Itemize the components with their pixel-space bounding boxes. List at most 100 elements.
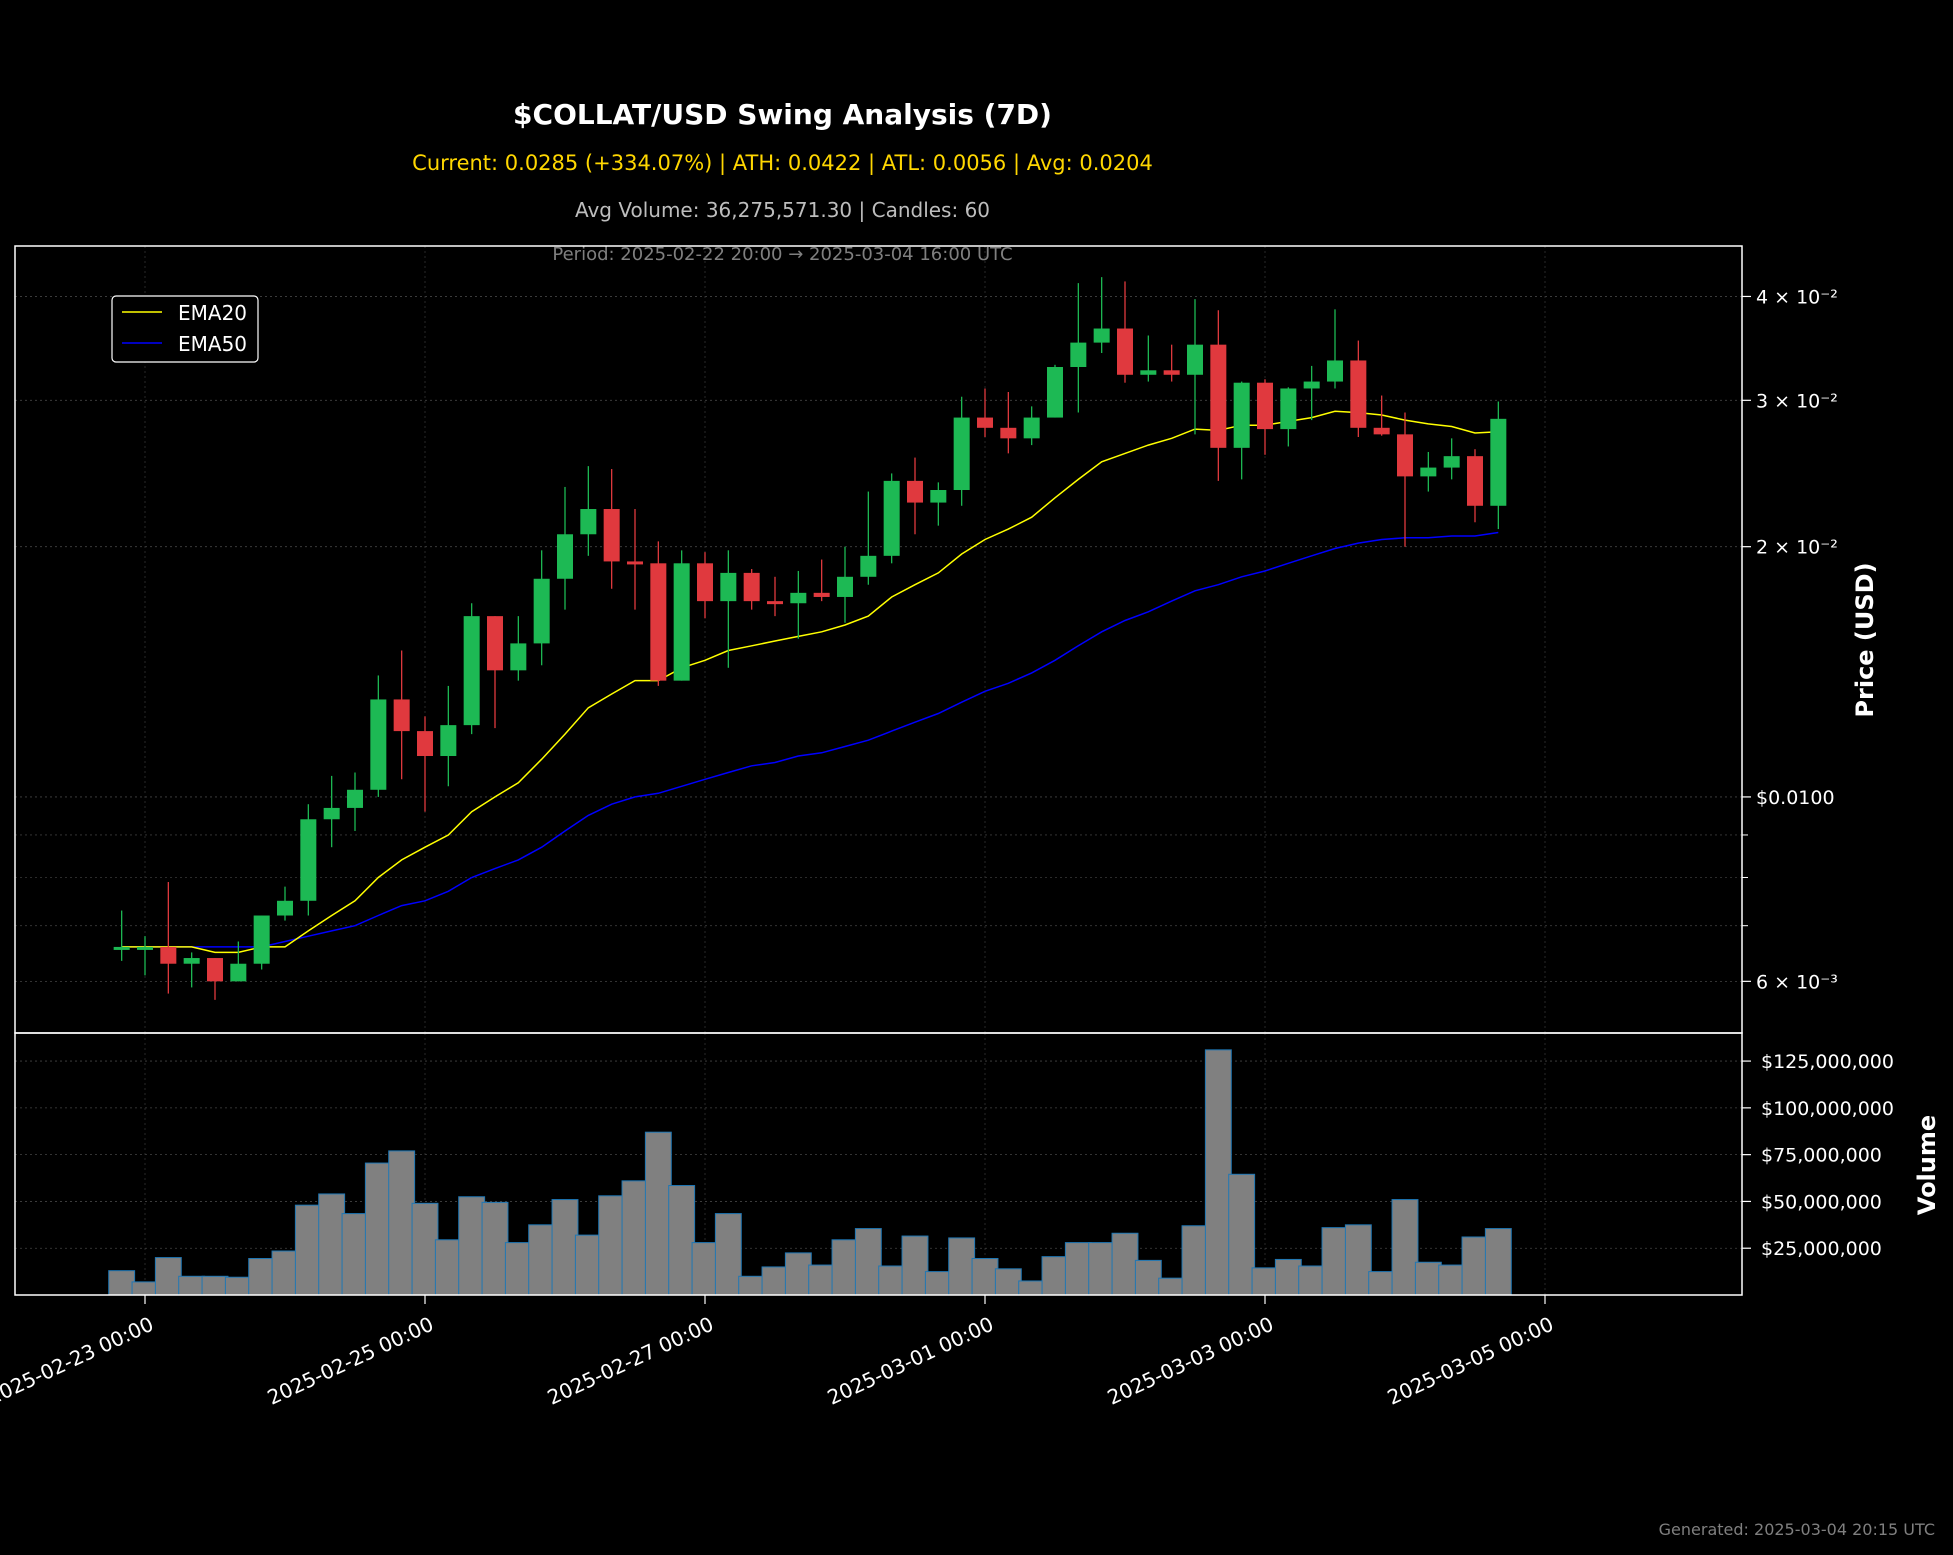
candle-body-down <box>393 699 410 732</box>
volume-bar <box>201 1275 229 1296</box>
volume-bar <box>551 1199 579 1296</box>
volume-bar <box>1204 1049 1232 1296</box>
volume-tick-label: $75,000,000 <box>1761 1145 1882 1167</box>
volume-bar <box>481 1201 509 1296</box>
candle-body-down <box>1257 382 1273 430</box>
volume-bar <box>1414 1261 1442 1296</box>
volume-bar <box>621 1180 649 1296</box>
volume-bar <box>738 1275 766 1296</box>
volume-bar <box>1181 1225 1209 1296</box>
volume-bar <box>714 1213 742 1296</box>
volume-bar <box>668 1185 696 1296</box>
candle-body-up <box>533 578 550 644</box>
candle-body-up <box>790 592 807 604</box>
candle-body-down <box>207 958 223 982</box>
candle-body-up <box>347 789 363 808</box>
candle-body-up <box>1303 381 1320 389</box>
price-tick-label: 4 × 10⁻² <box>1756 286 1838 308</box>
candle-body-up <box>883 480 900 556</box>
candle-body-down <box>743 572 760 602</box>
volume-bar <box>1391 1199 1419 1296</box>
candle-body-up <box>1023 417 1040 439</box>
generated-timestamp: Generated: 2025-03-04 20:15 UTC <box>1658 1520 1935 1539</box>
volume-bar <box>1344 1224 1372 1296</box>
candle-body-down <box>1163 370 1180 375</box>
period-subtitle: Period: 2025-02-22 20:00 → 2025-03-04 16… <box>552 244 1013 265</box>
volume-bar <box>1111 1232 1139 1296</box>
chart-title: $COLLAT/USD Swing Analysis (7D) <box>513 98 1052 131</box>
volume-bar <box>1298 1265 1326 1296</box>
price-panel-frame <box>14 245 1743 1034</box>
volume-bar <box>131 1281 159 1296</box>
candle-body-up <box>113 946 130 950</box>
price-axis-label: Price (USD) <box>1851 562 1879 717</box>
volume-bar <box>574 1234 602 1296</box>
volume-axis-label: Volume <box>1913 1115 1941 1215</box>
candle-body-up <box>580 509 597 535</box>
volume-bar <box>901 1235 929 1296</box>
candle-body-down <box>1210 344 1227 448</box>
candle-body-down <box>487 616 503 671</box>
x-tick-label: 2025-02-27 00:00 <box>544 1312 717 1410</box>
volume-tick-label: $125,000,000 <box>1761 1051 1894 1073</box>
volume-bar <box>364 1162 392 1296</box>
candle-body-up <box>1280 388 1297 430</box>
candle-body-up <box>1093 328 1110 343</box>
volume-bar <box>154 1257 182 1296</box>
volume-bar <box>248 1258 276 1296</box>
candle-body-down <box>1397 434 1413 477</box>
volume-bar <box>878 1265 906 1296</box>
x-axis: 2025-02-23 00:00 2025-02-25 00:00 2025-02-… <box>0 1295 1557 1410</box>
candle-body-down <box>767 601 783 605</box>
candle-body-down <box>417 731 433 757</box>
candle-body-up <box>1233 382 1250 448</box>
candle-body-up <box>253 915 270 964</box>
candle-body-up <box>1443 456 1460 468</box>
x-tick-label: 2025-03-01 00:00 <box>824 1312 997 1410</box>
x-tick-label: 2025-02-25 00:00 <box>264 1312 437 1410</box>
candle-body-up <box>673 563 690 681</box>
candle-body-down <box>977 417 993 428</box>
volume-bar <box>411 1202 439 1296</box>
candles <box>113 277 1507 1000</box>
candle-body-up <box>510 643 527 671</box>
candle-body-down <box>603 509 620 562</box>
legend-ema50-label: EMA50 <box>178 332 247 356</box>
candle-body-up <box>230 963 247 982</box>
volume-panel-frame <box>14 1032 1743 1296</box>
volume-bar <box>178 1275 206 1296</box>
x-tick-label: 2025-03-03 00:00 <box>1104 1312 1277 1410</box>
volume-bars <box>108 1049 1512 1296</box>
x-tick-label: 2025-02-23 00:00 <box>0 1312 157 1410</box>
candle-body-up <box>1490 418 1507 506</box>
volume-bar <box>434 1239 462 1296</box>
price-tick-label: 2 × 10⁻² <box>1756 537 1838 559</box>
candle-body-down <box>907 480 923 503</box>
price-tick-label: 6 × 10⁻³ <box>1756 971 1838 993</box>
volume-bar <box>1461 1236 1489 1296</box>
volume-bar <box>1368 1271 1396 1296</box>
price-tick-label: $0.0100 <box>1756 787 1835 809</box>
ema20-line <box>121 410 1499 954</box>
volume-bar <box>504 1242 532 1296</box>
volume-bar <box>598 1195 626 1296</box>
volume-bar <box>808 1264 836 1296</box>
legend-ema20-label: EMA20 <box>178 301 247 325</box>
candle-body-down <box>1117 328 1133 375</box>
candle-body-up <box>137 946 153 950</box>
volume-bar <box>388 1150 416 1296</box>
volume-bar <box>1158 1277 1186 1296</box>
candle-body-up <box>930 490 947 503</box>
volume-bar <box>318 1193 346 1296</box>
volume-bar <box>341 1213 369 1296</box>
volume-bar <box>831 1239 859 1296</box>
candle-body-up <box>837 576 853 597</box>
volume-bar <box>1018 1280 1046 1296</box>
volume-subtitle: Avg Volume: 36,275,571.30 | Candles: 60 <box>574 198 991 222</box>
volume-axis: $25,000,000 $50,000,000 $75,000,000 $100,00… <box>1742 1051 1894 1260</box>
volume-bar <box>1064 1242 1092 1296</box>
volume-grid <box>15 1060 1742 1249</box>
candle-body-up <box>557 534 573 579</box>
volume-bar <box>644 1131 672 1296</box>
